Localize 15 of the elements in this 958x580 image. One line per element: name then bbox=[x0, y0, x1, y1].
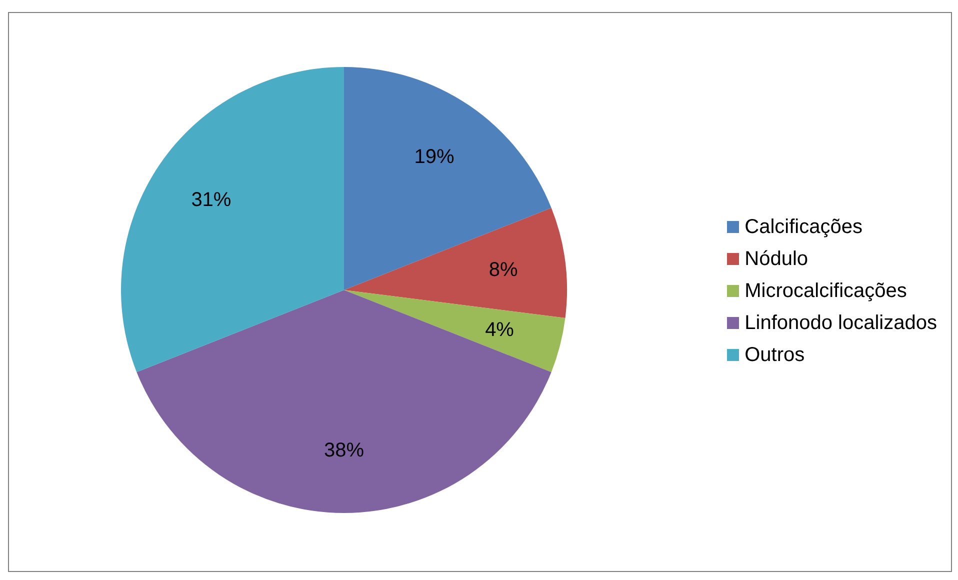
legend-label: Microcalcificações bbox=[744, 279, 907, 304]
data-label: 8% bbox=[488, 258, 518, 281]
data-label: 19% bbox=[414, 146, 454, 168]
pie-slice bbox=[121, 67, 344, 372]
pie-slice bbox=[344, 67, 552, 290]
legend-label: Linfonodo localizados bbox=[744, 311, 937, 336]
legend-label: Outros bbox=[744, 343, 805, 368]
pie-slice bbox=[344, 208, 567, 318]
data-label: 4% bbox=[485, 318, 514, 341]
legend-label: Nódulo bbox=[744, 247, 808, 272]
data-label: 38% bbox=[324, 440, 364, 462]
data-label: 31% bbox=[191, 188, 232, 211]
legend-label: Calcificações bbox=[744, 215, 862, 240]
pie-slice bbox=[344, 290, 566, 372]
pie-slice bbox=[136, 290, 552, 513]
